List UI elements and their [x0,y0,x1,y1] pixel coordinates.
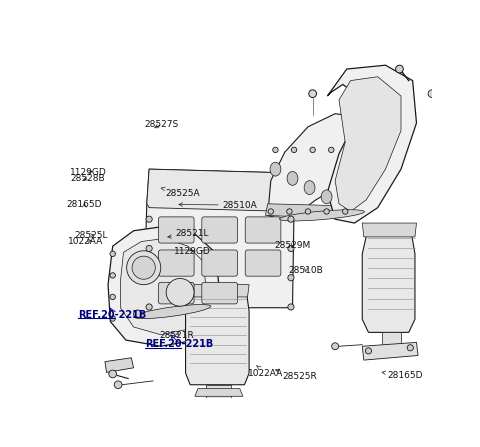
Polygon shape [144,169,294,308]
Polygon shape [327,65,417,223]
Text: 28527S: 28527S [144,120,179,129]
Polygon shape [362,342,418,360]
Circle shape [310,147,315,152]
Polygon shape [268,114,360,219]
Circle shape [288,304,294,310]
Circle shape [288,245,294,252]
Circle shape [332,343,338,350]
Circle shape [127,251,161,285]
Circle shape [146,245,152,252]
Circle shape [288,274,294,281]
Text: 1022AA: 1022AA [68,237,103,246]
Polygon shape [105,358,133,372]
Circle shape [146,274,152,281]
Ellipse shape [270,162,281,176]
Circle shape [343,209,348,214]
Circle shape [324,209,329,214]
Text: 1129GD: 1129GD [71,168,107,177]
FancyBboxPatch shape [245,217,281,243]
Text: 28165D: 28165D [382,371,423,380]
FancyBboxPatch shape [158,217,194,243]
FancyBboxPatch shape [202,250,238,276]
Text: 28529M: 28529M [274,240,311,249]
Circle shape [396,65,403,73]
Text: 28165D: 28165D [67,200,102,209]
Text: REF.20-221B: REF.20-221B [145,339,213,349]
Circle shape [328,147,334,152]
Ellipse shape [279,210,364,221]
Circle shape [273,147,278,152]
Text: 28521R: 28521R [160,331,194,340]
Polygon shape [362,227,415,333]
Circle shape [110,273,115,278]
Circle shape [146,304,152,310]
Polygon shape [335,77,401,211]
Text: 28510B: 28510B [288,266,323,275]
Ellipse shape [287,172,298,186]
Circle shape [428,90,436,97]
Text: REF.20-221B: REF.20-221B [78,309,146,320]
Circle shape [132,256,156,279]
Circle shape [291,147,297,152]
Circle shape [114,381,122,388]
Polygon shape [382,333,401,346]
Text: 28525R: 28525R [276,369,317,381]
Text: 28525A: 28525A [161,187,200,198]
Circle shape [309,90,316,97]
Ellipse shape [321,190,332,204]
Circle shape [407,345,413,351]
Text: 28528B: 28528B [71,174,105,183]
Text: 28510A: 28510A [179,201,257,210]
Circle shape [146,216,152,222]
Circle shape [109,370,117,378]
Circle shape [287,209,292,214]
Text: 28521L: 28521L [168,229,209,239]
FancyBboxPatch shape [202,217,238,243]
Ellipse shape [304,181,315,194]
FancyBboxPatch shape [202,283,238,304]
Circle shape [268,209,274,214]
Circle shape [166,278,194,306]
Polygon shape [186,288,249,385]
FancyBboxPatch shape [245,250,281,276]
FancyBboxPatch shape [158,283,194,304]
Circle shape [110,316,115,321]
Text: 28525L: 28525L [74,231,108,240]
Polygon shape [195,388,243,396]
Polygon shape [265,204,356,219]
Circle shape [110,294,115,299]
Polygon shape [362,223,417,237]
Circle shape [305,209,311,214]
Polygon shape [186,285,249,297]
Ellipse shape [134,304,211,319]
Circle shape [365,348,372,354]
FancyBboxPatch shape [158,250,194,276]
Polygon shape [108,227,219,346]
Circle shape [133,310,142,318]
Polygon shape [206,385,230,398]
Text: 1129GD: 1129GD [173,247,210,256]
Circle shape [288,216,294,222]
Text: 1022AA: 1022AA [248,366,284,378]
Polygon shape [147,169,294,211]
Circle shape [110,251,115,257]
Polygon shape [120,238,206,335]
